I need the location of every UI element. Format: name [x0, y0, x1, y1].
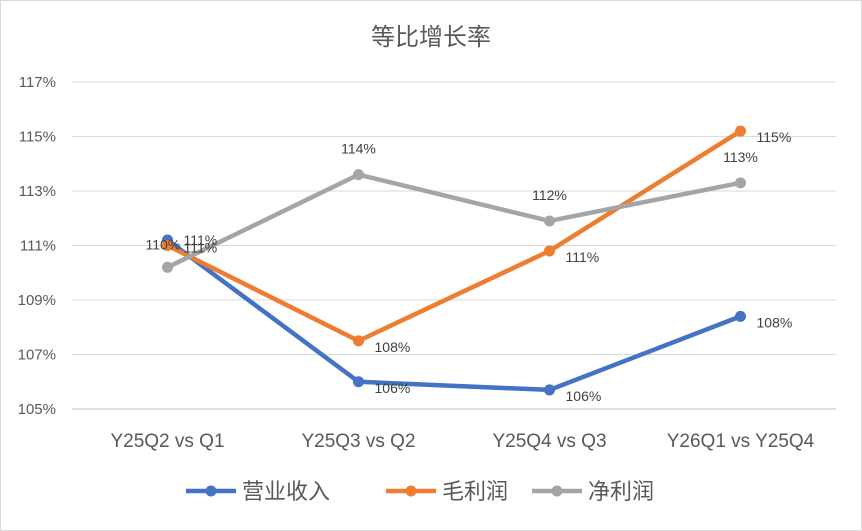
series-line-1 — [165, 237, 743, 393]
legend-marker — [205, 485, 217, 497]
y-tick-label: 113% — [19, 183, 56, 200]
y-tick-label: 115% — [19, 129, 56, 146]
series-group — [162, 125, 746, 396]
y-tick-label: 117% — [19, 74, 56, 91]
data-point — [353, 376, 364, 388]
x-category-label: Y25Q3 vs Q2 — [301, 431, 415, 452]
data-point — [353, 169, 364, 181]
y-tick-label: 107% — [18, 347, 56, 364]
x-category-label: Y25Q4 vs Q3 — [492, 431, 606, 452]
x-axis-categories: Y25Q2 vs Q1 Y25Q3 vs Q2 Y25Q4 vs Q3 Y26Q1 v… — [110, 431, 814, 452]
legend-label: 毛利润 — [442, 480, 508, 505]
data-label: 115% — [757, 129, 792, 145]
data-label: 114% — [341, 141, 376, 157]
legend-label: 营业收入 — [242, 480, 330, 505]
data-label: 106% — [375, 380, 411, 396]
legend-label: 净利润 — [588, 480, 654, 505]
legend: 营业收入 毛利润 净利润 — [186, 480, 654, 505]
y-tick-label: 111% — [20, 238, 56, 255]
series-line-2 — [165, 128, 743, 344]
data-point — [544, 384, 555, 396]
data-point — [544, 245, 555, 257]
data-label: 106% — [566, 388, 602, 404]
data-label: 108% — [757, 314, 793, 330]
y-axis-ticks: 105% 107% 109% 111% 113% 115% 117% — [18, 74, 56, 418]
data-label: 112% — [532, 187, 567, 203]
data-point — [735, 125, 746, 137]
series-line-3 — [165, 172, 743, 270]
data-label: 113% — [723, 149, 758, 165]
y-tick-label: 105% — [18, 401, 56, 418]
data-point — [162, 261, 173, 273]
data-point — [735, 177, 746, 189]
data-point — [735, 310, 746, 322]
data-label: 111% — [184, 239, 218, 255]
data-label: 111% — [566, 249, 600, 265]
legend-marker — [551, 485, 563, 497]
data-label: 110% — [146, 237, 181, 253]
data-label: 108% — [375, 339, 411, 355]
grid-lines — [72, 81, 836, 410]
x-category-label: Y26Q1 vs Y25Q4 — [667, 431, 815, 452]
data-point — [544, 215, 555, 227]
chart-title: 等比增长率 — [371, 23, 491, 51]
legend-marker — [405, 485, 417, 497]
y-tick-label: 109% — [18, 292, 56, 309]
data-point — [353, 335, 364, 347]
x-category-label: Y25Q2 vs Q1 — [110, 431, 224, 452]
data-point — [162, 240, 173, 251]
data-label: 111% — [184, 232, 218, 248]
data-labels: 111% 106% 106% 108% 110% 108% 111% 115% 111% 114%… — [146, 129, 793, 404]
